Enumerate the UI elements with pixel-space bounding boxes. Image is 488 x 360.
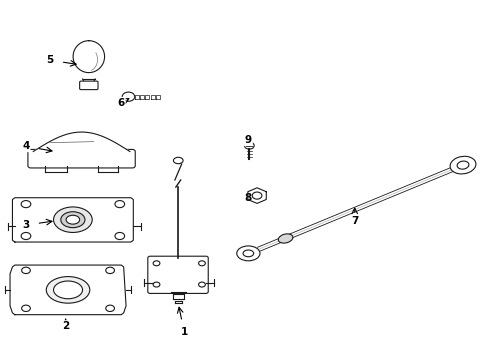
Text: 2: 2	[62, 321, 69, 331]
Text: 8: 8	[244, 193, 251, 203]
Ellipse shape	[243, 250, 253, 257]
Text: 4: 4	[22, 141, 30, 151]
Ellipse shape	[173, 157, 183, 164]
Text: 9: 9	[244, 135, 251, 145]
FancyBboxPatch shape	[80, 81, 98, 90]
Polygon shape	[150, 95, 154, 99]
Ellipse shape	[61, 212, 85, 228]
Circle shape	[115, 233, 124, 239]
Circle shape	[153, 282, 160, 287]
Polygon shape	[12, 198, 133, 242]
Text: 7: 7	[350, 216, 358, 226]
Ellipse shape	[46, 276, 90, 303]
Circle shape	[21, 305, 30, 311]
Circle shape	[21, 201, 31, 208]
Polygon shape	[135, 95, 138, 99]
Circle shape	[105, 305, 114, 311]
Ellipse shape	[53, 207, 92, 233]
Circle shape	[198, 282, 205, 287]
Polygon shape	[145, 95, 149, 99]
Text: 3: 3	[22, 220, 30, 230]
Ellipse shape	[278, 234, 292, 243]
Circle shape	[105, 267, 114, 274]
Circle shape	[21, 267, 30, 274]
Circle shape	[115, 201, 124, 208]
Polygon shape	[73, 41, 104, 73]
Polygon shape	[33, 132, 130, 152]
Circle shape	[21, 233, 31, 239]
Circle shape	[198, 261, 205, 266]
Circle shape	[122, 92, 135, 101]
Circle shape	[244, 142, 254, 149]
Polygon shape	[156, 95, 160, 99]
Polygon shape	[140, 95, 143, 99]
Ellipse shape	[66, 215, 80, 224]
Polygon shape	[10, 265, 126, 315]
Circle shape	[153, 261, 160, 266]
Ellipse shape	[236, 246, 260, 261]
Polygon shape	[247, 188, 266, 203]
Ellipse shape	[456, 161, 468, 169]
Text: 5: 5	[46, 55, 54, 65]
FancyBboxPatch shape	[147, 256, 208, 293]
FancyBboxPatch shape	[28, 149, 135, 168]
Ellipse shape	[53, 281, 82, 299]
Text: 1: 1	[180, 327, 187, 337]
Ellipse shape	[449, 156, 475, 174]
Text: 6: 6	[117, 98, 124, 108]
Circle shape	[252, 192, 262, 199]
